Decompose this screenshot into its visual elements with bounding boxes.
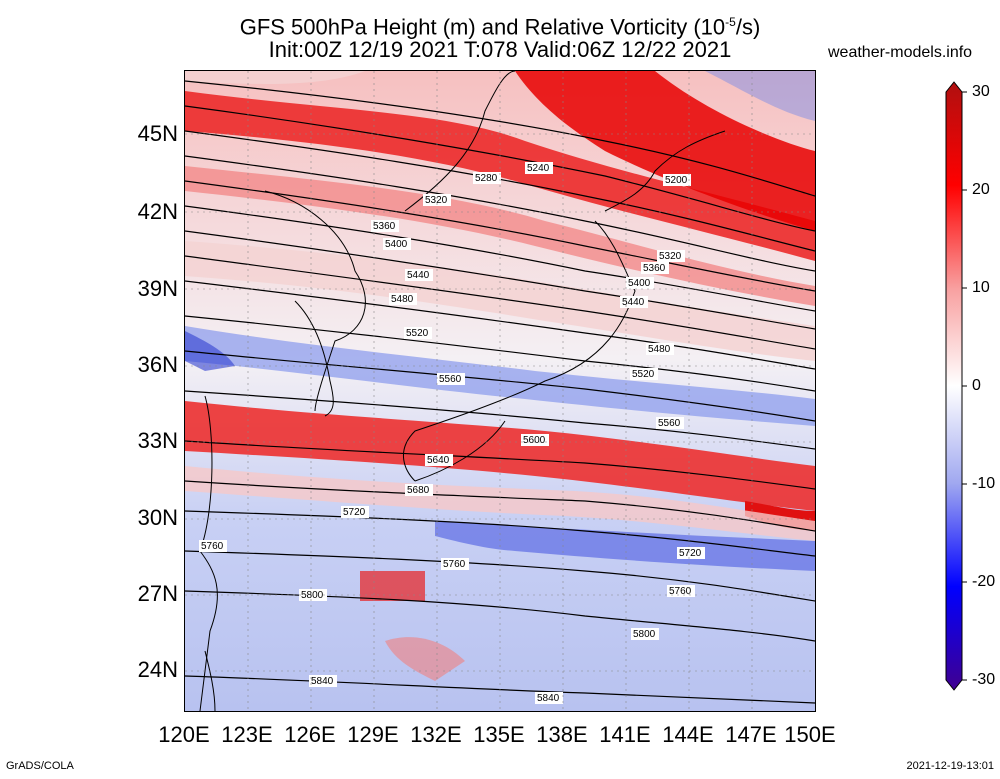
lon-label: 123E [221, 722, 273, 747]
site-credit: weather-models.info [828, 44, 973, 61]
contour-label-bg [521, 434, 549, 446]
contour-label: 5680 [407, 485, 430, 496]
contour-label-bg [405, 269, 433, 281]
lon-label: 132E [410, 722, 462, 747]
contour-label-bg [341, 506, 369, 518]
contour-label-bg [404, 327, 432, 339]
contour-label-bg [641, 262, 669, 274]
contour-labels: 5200524052805320532053605360540054005440… [199, 162, 705, 704]
contour-label-bg [663, 174, 691, 186]
contour-label: 5840 [311, 676, 334, 687]
contour-label-bg [199, 540, 227, 552]
contour-label: 5400 [385, 239, 408, 250]
contour-label: 5560 [439, 374, 462, 385]
lon-label: 138E [536, 722, 588, 747]
contour-label-bg [646, 343, 674, 355]
contour-label-bg [657, 250, 685, 262]
contour-label-bg [535, 692, 563, 704]
colorbar [945, 81, 967, 691]
colorbar-label: 10 [972, 279, 990, 296]
lon-label: 147E [725, 722, 777, 747]
contour-label-bg [631, 628, 659, 640]
contour-label-bg [677, 547, 705, 559]
contour-label-bg [383, 238, 411, 250]
contour-label-bg [389, 293, 417, 305]
lat-label: 45N [137, 121, 178, 146]
contour-label: 5800 [301, 590, 324, 601]
lon-label: 135E [473, 722, 525, 747]
lon-label: 141E [599, 722, 651, 747]
height-contours [185, 80, 815, 704]
map-canvas: 5200524052805320532053605360540054005440… [185, 71, 815, 711]
contour-label: 5800 [633, 629, 656, 640]
contour-label: 5440 [622, 297, 645, 308]
contour-label: 5440 [407, 270, 430, 281]
contour-label: 5320 [659, 251, 682, 262]
lat-label: 30N [137, 505, 178, 530]
contour-label: 5480 [391, 294, 414, 305]
colorbar-label: -30 [972, 671, 996, 688]
contour-label: 5280 [475, 173, 498, 184]
colorbar-label: 20 [972, 181, 990, 198]
contour-label: 5520 [632, 369, 655, 380]
colorbar-label: 30 [972, 83, 990, 100]
contour-label-bg [626, 277, 654, 289]
title-superscript: -5 [725, 15, 736, 29]
contour-label: 5720 [343, 507, 366, 518]
lat-label: 42N [137, 199, 178, 224]
contour-label: 5760 [443, 559, 466, 570]
contour-label-bg [630, 368, 658, 380]
contour-label: 5720 [679, 548, 702, 559]
lat-label: 27N [137, 581, 178, 606]
lon-label: 144E [662, 722, 714, 747]
contour-label: 5760 [669, 586, 692, 597]
lon-label: 126E [284, 722, 336, 747]
contour-label: 5320 [425, 195, 448, 206]
coastlines [199, 71, 726, 711]
title-text: GFS 500hPa Height (m) and Relative Vorti… [239, 14, 726, 40]
contour-label: 5480 [648, 344, 671, 355]
contour-label-bg [441, 558, 469, 570]
contour-label: 5520 [406, 328, 429, 339]
colorbar-label: -10 [972, 475, 996, 492]
contour-label-bg [425, 454, 453, 466]
chart-title-line-1: GFS 500hPa Height (m) and Relative Vorti… [140, 10, 860, 39]
contour-label-bg [656, 417, 684, 429]
map-panel: 5200 5240 5280 5320 5320 5360 5360 5400 5400 5440… [184, 70, 816, 712]
footer-software: GrADS/COLA [6, 760, 74, 772]
lat-label: 36N [137, 352, 178, 377]
footer-timestamp: 2021-12-19-13:01 [906, 760, 994, 772]
lat-label: 39N [137, 276, 178, 301]
chart-title-line-2: Init:00Z 12/19 2021 T:078 Valid:06Z 12/2… [268, 37, 732, 62]
contour-label: 5200 [665, 175, 688, 186]
lon-label: 120E [158, 722, 210, 747]
colorbar-label: 0 [972, 377, 981, 394]
lat-label: 33N [137, 428, 178, 453]
lon-label: 129E [347, 722, 399, 747]
contour-label-bg [525, 162, 553, 174]
contour-label: 5360 [373, 221, 396, 232]
title-unit: /s) [735, 14, 761, 40]
lon-label: 150E [784, 722, 836, 747]
contour-label-bg [371, 220, 399, 232]
contour-label-bg [423, 194, 451, 206]
contour-label: 5240 [527, 163, 550, 174]
contour-label: 5400 [628, 278, 651, 289]
contour-label-bg [309, 675, 337, 687]
contour-label-bg [405, 484, 433, 496]
graticule [185, 71, 815, 711]
lat-label: 24N [137, 657, 178, 682]
contour-label-bg [667, 585, 695, 597]
contour-label: 5640 [427, 455, 450, 466]
contour-label: 5360 [643, 263, 666, 274]
colorbar-label: -20 [972, 573, 996, 590]
contour-label-bg [473, 172, 501, 184]
contour-label-bg [620, 296, 648, 308]
contour-label: 5840 [537, 693, 560, 704]
contour-label: 5600 [523, 435, 546, 446]
contour-label-bg [437, 373, 465, 385]
contour-label: 5760 [201, 541, 224, 552]
contour-label: 5560 [658, 418, 681, 429]
